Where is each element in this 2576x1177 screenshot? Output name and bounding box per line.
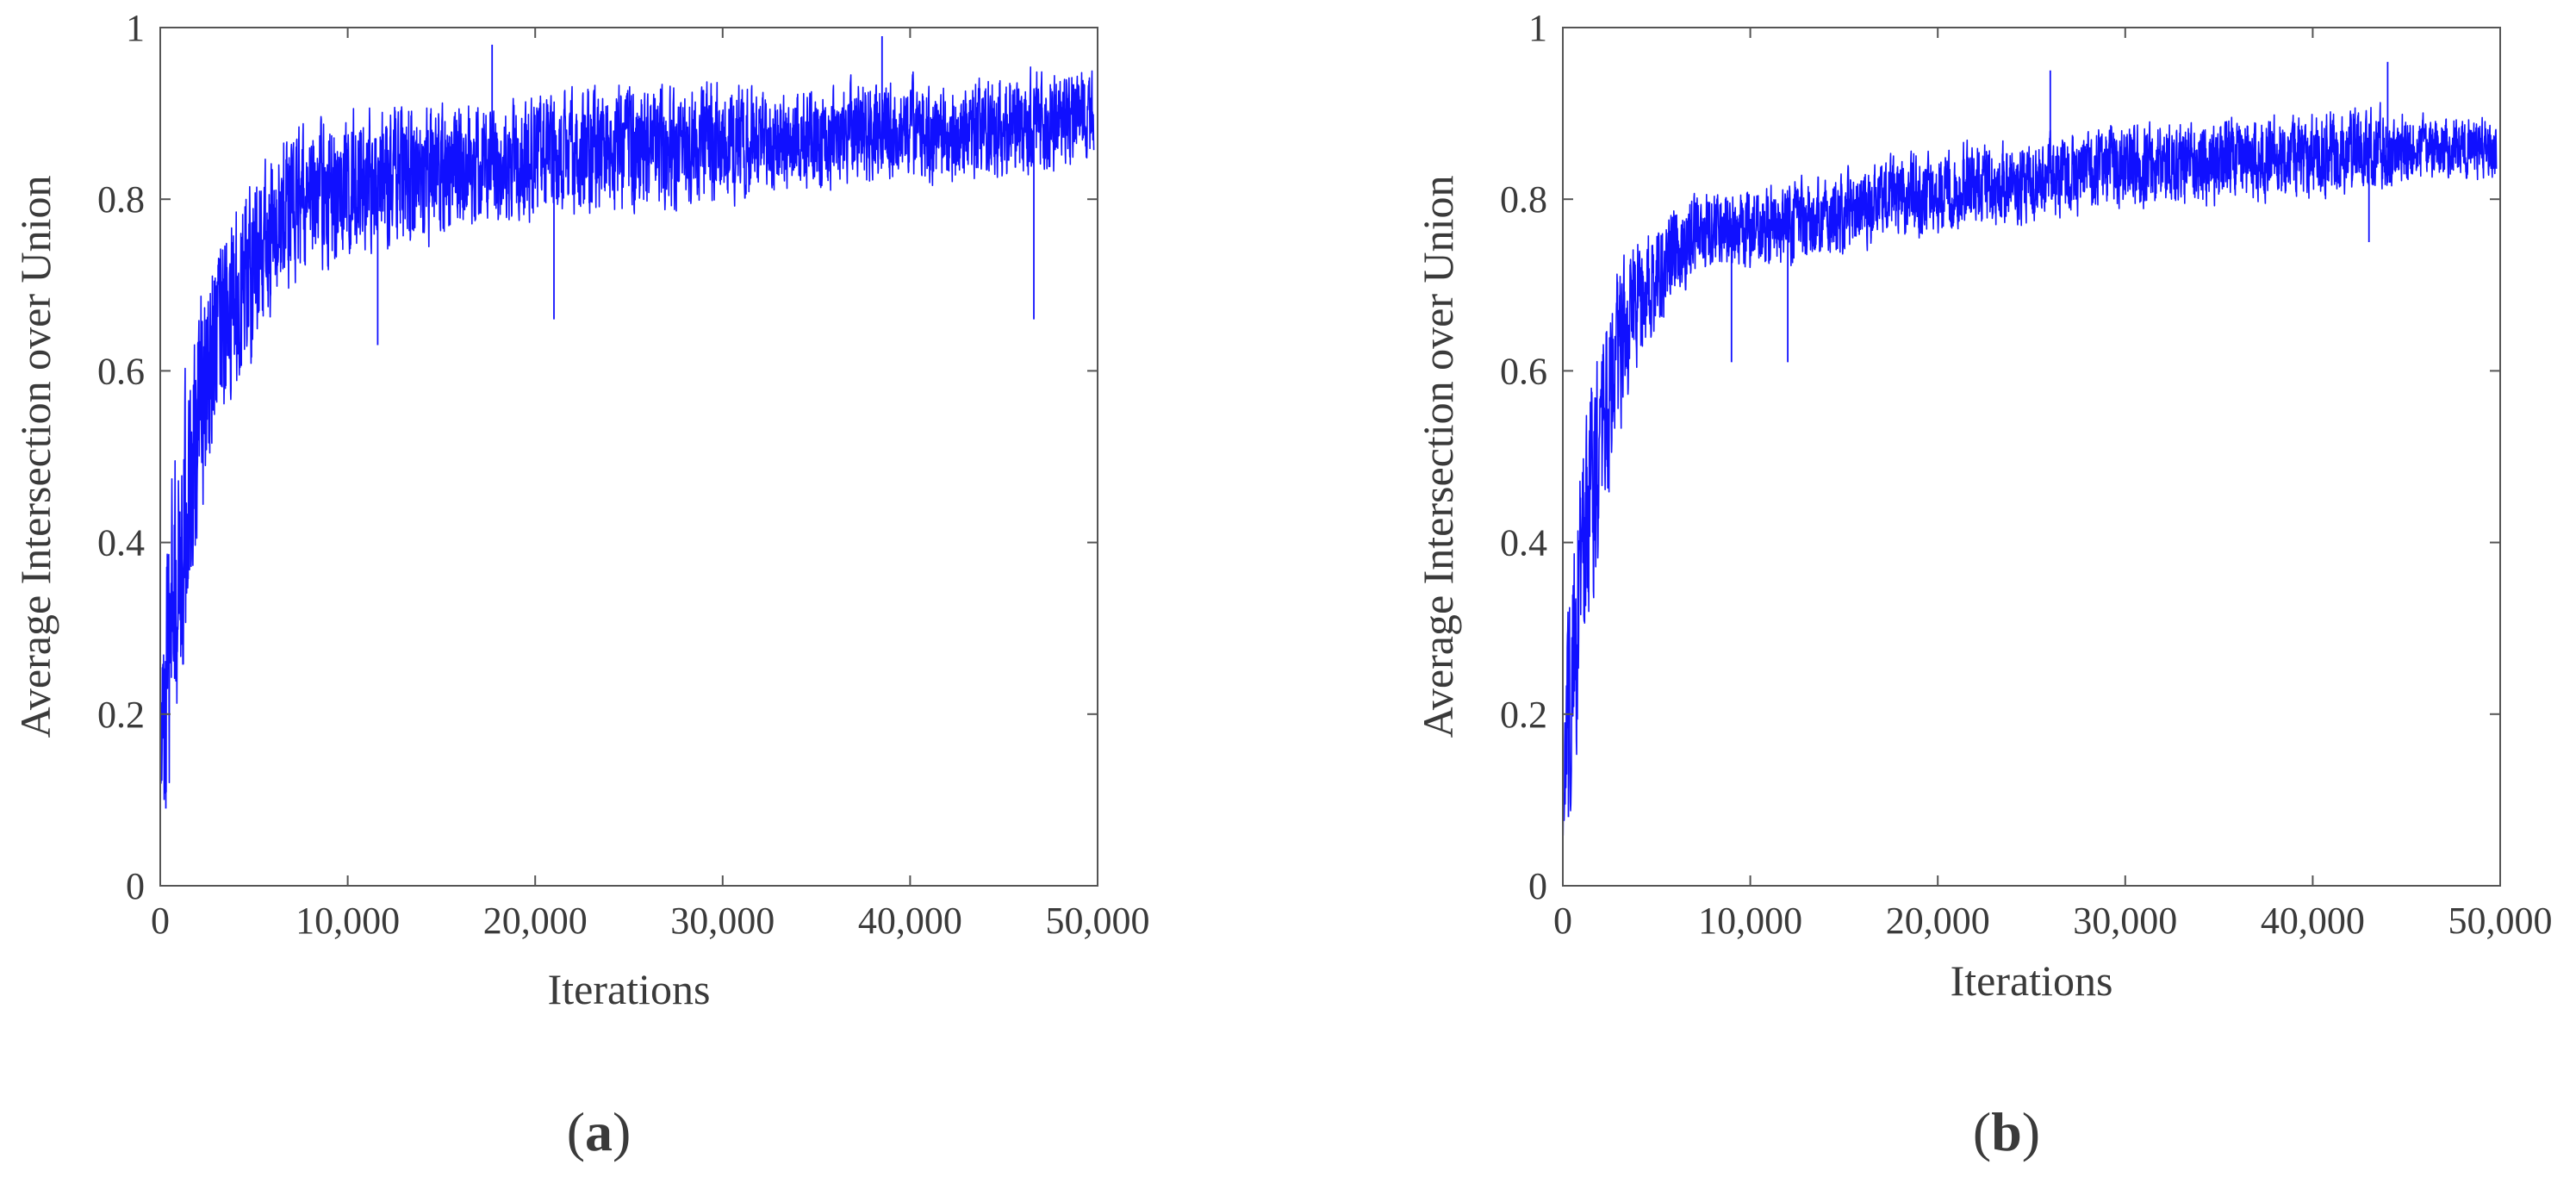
panel-label-a: (a) <box>567 1101 632 1162</box>
chart-a-plot-frame <box>159 27 1098 887</box>
chart-b-x-tick-label: 20,000 <box>1886 900 1990 942</box>
chart-b-series-line <box>1562 102 2498 837</box>
chart-a-y-tick-label: 0.6 <box>97 350 145 392</box>
chart-panel-b: 0 10,000 20,000 30,000 40,000 50,000 0 0.2 0.4 0.… <box>1408 0 2576 1177</box>
chart-a-x-tick-label: 20,000 <box>483 900 588 942</box>
panel-label-b-letter: b <box>1991 1101 2022 1162</box>
chart-a-x-tick-label: 30,000 <box>670 900 775 942</box>
chart-b-y-tick-label: 0.6 <box>1500 350 1547 392</box>
chart-a-ticks: 0 10,000 20,000 30,000 40,000 50,000 0 0.2 0.4 0.… <box>97 7 1150 942</box>
chart-b-x-tick-label: 30,000 <box>2073 900 2177 942</box>
chart-b-x-tick-label: 10,000 <box>1698 900 1802 942</box>
chart-a-svg: 0 10,000 20,000 30,000 40,000 50,000 0 0.2 0.4 0.… <box>11 7 1150 1162</box>
chart-a-y-tick-label: 0.8 <box>97 178 145 221</box>
chart-b-y-tick-label: 0 <box>1528 865 1547 907</box>
chart-a-x-axis-label: Iterations <box>548 965 711 1013</box>
chart-b-y-tick-label: 0.4 <box>1500 522 1547 564</box>
chart-b-x-axis-label: Iterations <box>1951 956 2113 1005</box>
chart-a-x-tick-label: 0 <box>151 900 170 942</box>
chart-a-y-tick-label: 1 <box>126 7 145 49</box>
chart-a-y-tick-label: 0.4 <box>97 522 145 564</box>
chart-a-x-tick-label: 50,000 <box>1046 900 1150 942</box>
panel-label-a-letter: a <box>585 1101 613 1162</box>
chart-b-x-tick-label: 0 <box>1553 900 1572 942</box>
chart-b-y-tick-label: 0.8 <box>1500 178 1547 221</box>
chart-a-y-tick-label: 0 <box>126 865 145 907</box>
chart-b-plot-frame <box>1562 27 2501 887</box>
chart-b-x-tick-label: 50,000 <box>2448 900 2553 942</box>
chart-a-x-tick-label: 40,000 <box>858 900 962 942</box>
chart-b-svg: 0 10,000 20,000 30,000 40,000 50,000 0 0.2 0.4 0.… <box>1414 7 2553 1162</box>
chart-a-x-tick-label: 10,000 <box>296 900 400 942</box>
chart-a-plot-layer <box>159 36 1095 809</box>
chart-b-x-tick-label: 40,000 <box>2261 900 2365 942</box>
chart-a-y-axis-label: Average Intersection over Union <box>11 176 59 738</box>
chart-panel-a: 0 10,000 20,000 30,000 40,000 50,000 0 0.2 0.4 0.… <box>0 0 1168 1177</box>
chart-b-ticks: 0 10,000 20,000 30,000 40,000 50,000 0 0.2 0.4 0.… <box>1500 7 2553 942</box>
chart-a-series-line <box>159 66 1095 800</box>
chart-a-y-tick-label: 0.2 <box>97 694 145 736</box>
chart-b-plot-layer <box>1562 61 2498 837</box>
chart-b-y-axis-label: Average Intersection over Union <box>1414 176 1462 738</box>
chart-b-y-tick-label: 1 <box>1528 7 1547 49</box>
panel-label-b: (b) <box>1973 1101 2040 1162</box>
chart-b-y-tick-label: 0.2 <box>1500 694 1547 736</box>
